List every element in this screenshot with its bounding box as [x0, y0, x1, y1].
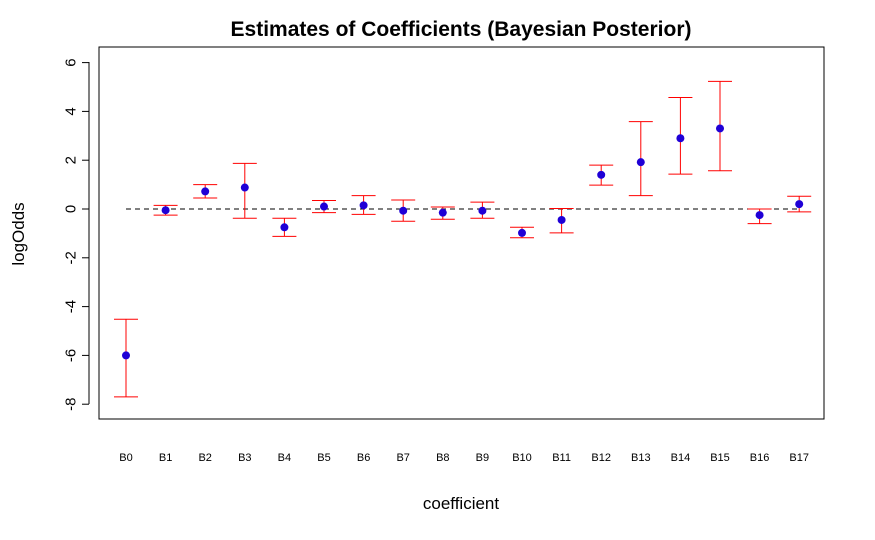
x-tick-label: B16	[750, 452, 770, 464]
y-tick-label: -4	[62, 300, 79, 313]
estimate-point	[557, 215, 566, 224]
y-tick-label: 6	[62, 58, 79, 66]
x-tick-label: B3	[238, 452, 251, 464]
x-tick-label: B8	[436, 452, 449, 464]
chart-title: Estimates of Coefficients (Bayesian Post…	[231, 18, 692, 41]
estimate-point	[597, 170, 606, 179]
x-tick-label: B13	[631, 452, 651, 464]
y-tick-label: 2	[62, 156, 79, 164]
estimate-point	[755, 211, 764, 220]
x-tick-label: B2	[198, 452, 211, 464]
y-tick-label: -6	[62, 349, 79, 362]
estimate-point	[201, 187, 210, 196]
estimate-point	[399, 206, 408, 215]
estimate-point	[438, 208, 447, 217]
estimate-point	[478, 206, 487, 215]
estimate-point	[161, 206, 170, 215]
x-tick-label: B0	[119, 452, 132, 464]
estimate-point	[122, 351, 130, 360]
plot-frame	[98, 46, 825, 420]
x-tick-label: B11	[552, 452, 571, 464]
y-tick-label: -2	[62, 251, 79, 264]
x-tick-label: B4	[278, 452, 291, 464]
x-tick-label: B1	[159, 452, 172, 464]
estimate-point	[795, 200, 804, 209]
estimate-point	[676, 134, 685, 143]
y-tick-label: 0	[62, 205, 79, 213]
x-tick-label: B7	[396, 452, 409, 464]
estimate-point	[280, 223, 289, 232]
x-tick-label: B15	[710, 452, 730, 464]
estimate-point	[716, 124, 724, 133]
estimate-point	[518, 228, 526, 237]
x-tick-label: B9	[476, 452, 489, 464]
estimate-point	[359, 201, 368, 210]
plot-marks	[114, 80, 812, 398]
x-tick-label: B5	[317, 452, 330, 464]
x-axis-label: coefficient	[423, 494, 500, 513]
estimate-point	[240, 183, 249, 192]
x-tick-label: B12	[591, 452, 611, 464]
x-tick-label: B10	[512, 452, 532, 464]
y-tick-label: -8	[62, 398, 79, 411]
x-tick-label: B17	[789, 452, 809, 464]
x-tick-label: B14	[671, 452, 691, 464]
y-axis-label: logOdds	[9, 202, 28, 265]
x-tick-label: B6	[357, 452, 370, 464]
y-tick-label: 4	[62, 107, 79, 115]
estimate-point	[320, 202, 328, 211]
estimate-point	[636, 158, 645, 167]
